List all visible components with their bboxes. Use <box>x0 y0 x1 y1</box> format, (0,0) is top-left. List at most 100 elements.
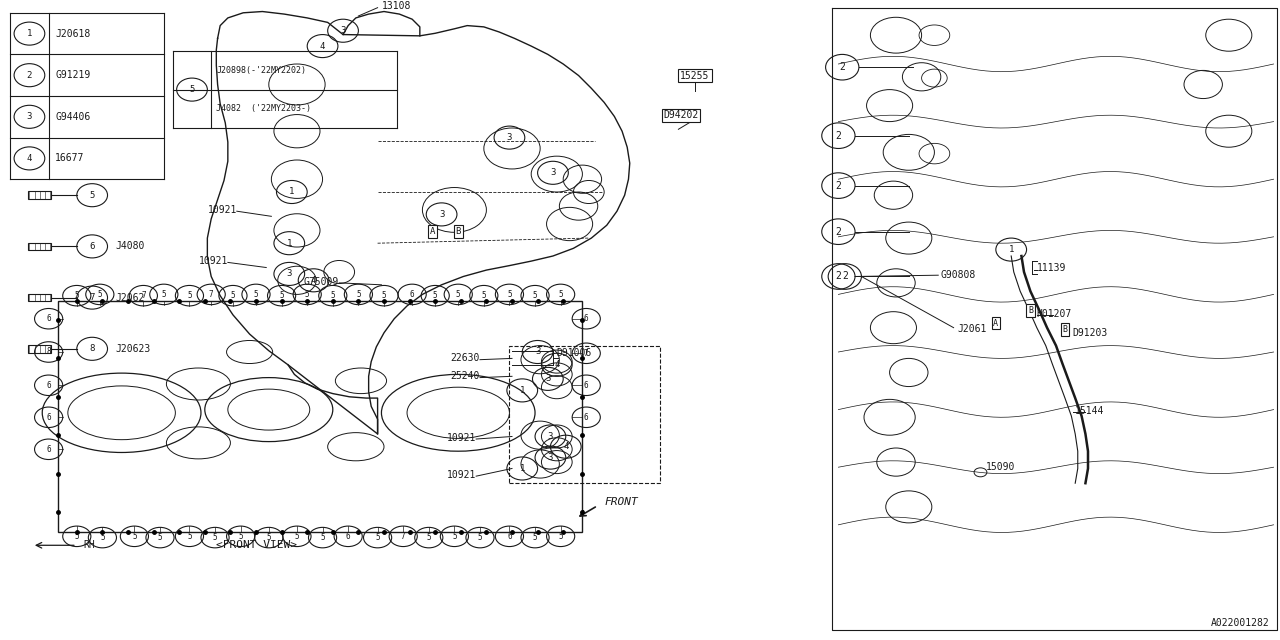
Text: FRONT: FRONT <box>604 497 637 508</box>
Text: 22630: 22630 <box>451 353 480 364</box>
Text: 7: 7 <box>584 349 589 358</box>
Text: 6: 6 <box>46 381 51 390</box>
Bar <box>28 345 51 353</box>
Text: 6: 6 <box>584 381 589 390</box>
Text: 6: 6 <box>46 314 51 323</box>
Text: 5: 5 <box>452 532 457 541</box>
Text: 6: 6 <box>90 242 95 251</box>
Text: 1: 1 <box>520 386 525 395</box>
Text: 5: 5 <box>320 533 325 542</box>
Text: 10921: 10921 <box>207 205 237 215</box>
Text: 5: 5 <box>294 532 300 541</box>
Text: 2: 2 <box>840 62 845 72</box>
Text: 10921: 10921 <box>447 433 476 444</box>
Text: 3: 3 <box>535 348 540 356</box>
Bar <box>58 301 582 532</box>
Text: 5: 5 <box>558 290 563 299</box>
Text: 5: 5 <box>507 290 512 299</box>
Text: 10921: 10921 <box>198 256 228 266</box>
Text: 8: 8 <box>46 348 51 356</box>
Text: 25240: 25240 <box>451 371 480 381</box>
Text: J20618: J20618 <box>55 29 91 38</box>
Text: 6: 6 <box>46 413 51 422</box>
Text: J20623: J20623 <box>115 344 151 354</box>
Text: 4: 4 <box>320 42 325 51</box>
Text: 2: 2 <box>27 70 32 80</box>
Text: 5: 5 <box>74 532 79 541</box>
Text: 5: 5 <box>433 291 438 300</box>
Text: 10921: 10921 <box>447 470 476 480</box>
Text: 5: 5 <box>187 532 192 541</box>
Text: 3: 3 <box>550 168 556 177</box>
Text: 5: 5 <box>375 533 380 542</box>
Text: 5: 5 <box>187 291 192 300</box>
Text: 5: 5 <box>532 291 538 300</box>
Text: B: B <box>456 227 461 236</box>
Bar <box>28 191 51 199</box>
Text: 5: 5 <box>558 532 563 541</box>
Text: A: A <box>430 227 435 236</box>
Text: 5: 5 <box>532 533 538 542</box>
Text: 1: 1 <box>289 188 294 196</box>
Text: 5: 5 <box>356 290 361 299</box>
Text: 1: 1 <box>520 464 525 473</box>
Text: 13108: 13108 <box>381 1 411 12</box>
Text: D91006: D91006 <box>557 348 593 358</box>
Text: J2062: J2062 <box>115 292 145 303</box>
Text: A022001282: A022001282 <box>1211 618 1270 628</box>
Text: G75009: G75009 <box>303 276 339 287</box>
Text: B: B <box>1028 306 1033 315</box>
Text: 6: 6 <box>584 314 589 323</box>
Text: 5: 5 <box>381 291 387 300</box>
Bar <box>28 294 51 301</box>
Text: 2: 2 <box>836 131 841 141</box>
Text: 2: 2 <box>836 180 841 191</box>
Text: 2: 2 <box>836 227 841 237</box>
Text: 5: 5 <box>189 85 195 94</box>
Text: 8: 8 <box>90 344 95 353</box>
Text: <FRONT VIEW>: <FRONT VIEW> <box>215 540 297 550</box>
Text: 7: 7 <box>209 290 214 299</box>
Text: 5: 5 <box>238 532 243 541</box>
Text: G90808: G90808 <box>941 270 977 280</box>
Text: 5: 5 <box>74 291 79 300</box>
Text: 6: 6 <box>46 445 51 454</box>
Text: G94406: G94406 <box>55 112 91 122</box>
Text: B: B <box>1062 325 1068 334</box>
Text: 5: 5 <box>97 290 102 299</box>
Text: H01207: H01207 <box>1037 308 1073 319</box>
Text: 5: 5 <box>305 290 310 299</box>
Text: 5: 5 <box>330 291 335 300</box>
Bar <box>28 243 51 250</box>
Text: 4: 4 <box>311 276 316 285</box>
Text: 15090: 15090 <box>986 462 1015 472</box>
Text: J4080: J4080 <box>115 241 145 252</box>
Text: 5: 5 <box>477 533 483 542</box>
Text: D94202: D94202 <box>663 110 699 120</box>
Text: 11139: 11139 <box>1037 262 1066 273</box>
Text: 3: 3 <box>507 133 512 142</box>
Bar <box>509 346 660 483</box>
Text: 16677: 16677 <box>55 154 84 163</box>
Text: J20898(-'22MY2202): J20898(-'22MY2202) <box>216 66 306 75</box>
Text: 6: 6 <box>584 413 589 422</box>
Text: J2061: J2061 <box>957 324 987 334</box>
Text: 15144: 15144 <box>1075 406 1105 416</box>
Text: D91203: D91203 <box>1073 328 1108 338</box>
Text: 5: 5 <box>90 191 95 200</box>
Text: 5: 5 <box>481 291 486 300</box>
Text: 6: 6 <box>410 290 415 299</box>
Text: 7: 7 <box>90 293 95 302</box>
Text: 5: 5 <box>456 290 461 299</box>
Text: 6: 6 <box>346 532 351 541</box>
Text: 7: 7 <box>401 532 406 541</box>
Text: 5: 5 <box>266 533 271 542</box>
Text: 1: 1 <box>27 29 32 38</box>
Text: 7: 7 <box>141 291 146 300</box>
Text: J4082  ('22MY2203-): J4082 ('22MY2203-) <box>216 104 311 113</box>
Text: 3: 3 <box>27 112 32 122</box>
Text: 2: 2 <box>842 271 847 282</box>
Text: 4: 4 <box>27 154 32 163</box>
Text: 1: 1 <box>1009 245 1014 254</box>
Text: RH: RH <box>83 540 95 550</box>
